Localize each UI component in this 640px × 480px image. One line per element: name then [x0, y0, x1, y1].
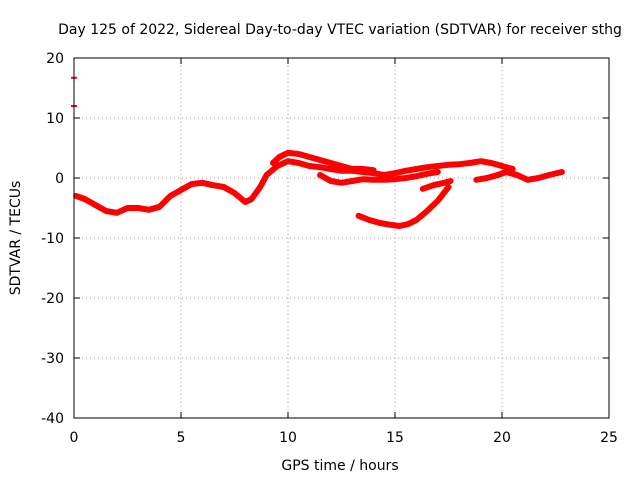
grid-layer	[74, 58, 609, 418]
chart-title: Day 125 of 2022, Sidereal Day-to-day VTE…	[58, 22, 622, 38]
series-line-sdtvar-late-a	[419, 178, 454, 192]
series-line-sdtvar-upper	[270, 149, 377, 174]
y-tick-label: -40	[41, 411, 64, 427]
x-tick-label: 5	[177, 430, 186, 446]
series-layer	[71, 76, 565, 229]
y-tick-label: -10	[41, 231, 64, 247]
series-line-sdtvar-late-b	[473, 169, 565, 183]
x-tick-label: 20	[493, 430, 511, 446]
x-axis-label: GPS time / hours	[281, 458, 398, 474]
y-axis-label: SDTVAR / TECUs	[8, 181, 24, 296]
y-tick-label: -20	[41, 291, 64, 307]
y-tick-label: 20	[46, 51, 64, 67]
x-tick-label: 25	[600, 430, 618, 446]
tick-layer: 0 5 10 15 20 25 -40 -30 -20 -10 0 10 20	[41, 51, 618, 446]
x-tick-label: 10	[279, 430, 297, 446]
series-line-sdtvar-dip	[317, 169, 441, 186]
series-line-sdtvar-arc	[355, 184, 452, 229]
x-tick-label: 0	[70, 430, 79, 446]
x-tick-label: 15	[386, 430, 404, 446]
y-tick-label: -30	[41, 351, 64, 367]
y-tick-label: 0	[55, 171, 64, 187]
series-line-sdtvar-main	[73, 158, 516, 216]
y-tick-label: 10	[46, 111, 64, 127]
